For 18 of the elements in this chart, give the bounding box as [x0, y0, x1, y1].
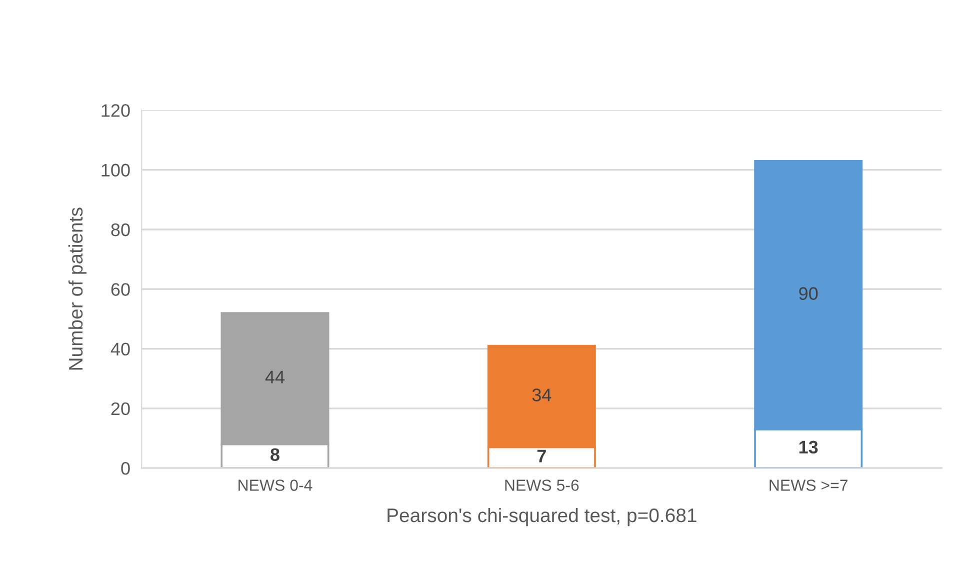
data-label: 7: [537, 450, 546, 462]
y-axis-title: Number of patients: [68, 208, 87, 370]
data-label: 34: [532, 388, 552, 402]
y-tick-label: 0: [121, 462, 130, 475]
y-tick-label: 120: [102, 104, 130, 117]
y-tick-label: 20: [111, 402, 130, 416]
data-label: 13: [799, 440, 818, 454]
y-tick-label: 100: [102, 164, 130, 177]
x-axis-title: Pearson's chi-squared test, p=0.681: [388, 508, 696, 526]
y-tick-label: 40: [110, 342, 130, 356]
data-label: 8: [270, 448, 280, 461]
data-label: 44: [265, 370, 284, 384]
x-tick-label: NEWS 5-6: [505, 480, 579, 491]
y-tick-label: 80: [111, 223, 130, 236]
x-tick-label: NEWS >=7: [770, 480, 848, 491]
data-label: 90: [799, 287, 818, 300]
y-tick-label: 60: [111, 283, 130, 296]
x-tick-label: NEWS 0-4: [238, 480, 312, 491]
